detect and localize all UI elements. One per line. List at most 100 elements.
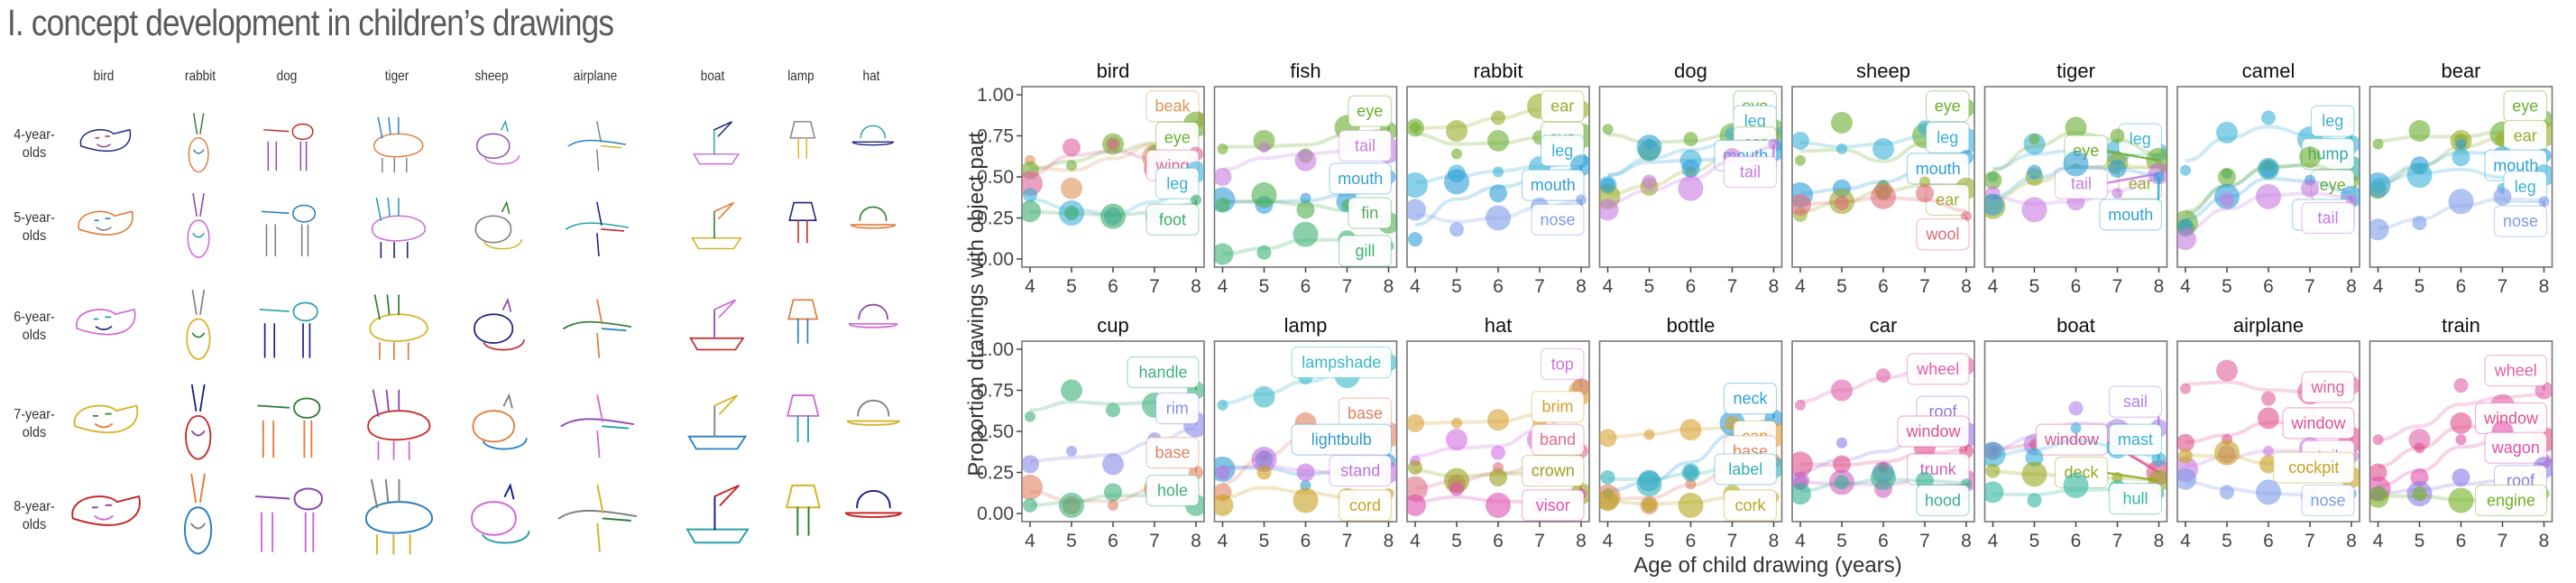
drawing-hat-age-8: [844, 489, 902, 518]
x-tick-label: 5: [2222, 276, 2232, 297]
part-label-band: band: [1540, 430, 1576, 449]
y-tick-label: 0.75: [977, 126, 1014, 147]
facet-title: boat: [2056, 314, 2095, 337]
part-label-eye: eye: [1164, 128, 1191, 146]
x-tick-label: 4: [2373, 531, 2384, 551]
facet-lamp: lamp 4 5 6 7 8 lampshade base lightbulb stand cord: [1213, 314, 1398, 551]
column-label-rabbit: rabbit: [184, 69, 216, 84]
figure-title: I. concept development in children’s dra…: [7, 2, 614, 43]
part-label-box: [1145, 437, 1200, 469]
part-label-window: window: [1905, 422, 1961, 440]
drawing-stroke: [73, 404, 139, 434]
drawing-stroke: [262, 420, 313, 458]
drawing-tiger-age-4: [373, 116, 424, 173]
drawing-stroke: [472, 410, 515, 443]
data-point-stand: [1251, 446, 1277, 472]
part-label-box: [2484, 431, 2548, 464]
drawing-stroke: [596, 394, 603, 458]
facet-title: bird: [1097, 60, 1130, 82]
x-tick-label: 4: [1988, 276, 1999, 297]
drawing-stroke: [501, 297, 512, 312]
data-point-wagon: [2410, 467, 2429, 486]
drawing-stroke: [254, 487, 324, 511]
part-label-tail: tail: [2317, 209, 2338, 227]
drawing-stroke: [376, 533, 411, 555]
drawing-stroke: [797, 137, 808, 160]
drawing-stroke: [97, 143, 111, 148]
facet-fish: fish 4 5 6 7 8 eye tail mouth fin gill: [1213, 60, 1398, 297]
x-tick-label: 7: [1534, 276, 1545, 297]
x-tick-label: 4: [2180, 276, 2191, 297]
x-tick-label: 5: [1836, 276, 1847, 297]
drawing-airplane-age-4: [567, 121, 627, 171]
x-tick-label: 5: [2222, 531, 2232, 551]
facet-rabbit: rabbit45678eareyelegmouthnose: [1406, 60, 1590, 297]
part-label-box: [1338, 129, 1393, 162]
drawing-stroke: [797, 219, 808, 244]
x-tick-label: 6: [1493, 276, 1504, 297]
data-point-mouth: [1636, 134, 1662, 161]
x-tick-label: 4: [1218, 276, 1228, 297]
part-label-box: [1145, 90, 1200, 123]
facet-title: bear: [2441, 60, 2480, 82]
x-tick-label: 7: [1342, 276, 1353, 297]
panel-data: lampshade base lightbulb stand cord: [1214, 346, 1397, 522]
drawing-stroke: [693, 153, 741, 165]
facet-title: sheep: [1856, 60, 1910, 82]
part-label-ear: ear: [2514, 127, 2537, 145]
data-point-handle: [1106, 403, 1120, 418]
label-leader: [2103, 149, 2159, 162]
facet-bear: bear 4 5 6 7 8 eye ear mouth leg nose: [2369, 60, 2553, 297]
part-label-box: [1291, 346, 1393, 379]
facet-title: hat: [1485, 314, 1513, 337]
drawing-sheep-age-4: [476, 119, 520, 165]
drawing-stroke: [851, 141, 895, 146]
drawing-stroke: [257, 397, 321, 419]
drawing-sheep-age-7: [472, 393, 528, 450]
panel-data: eye tail mouth fin gill: [1214, 95, 1397, 267]
data-point-hole: [1023, 497, 1037, 513]
x-tick-label: 6: [1686, 276, 1697, 297]
part-label-hood: hood: [1925, 491, 1961, 509]
drawing-stroke: [91, 504, 113, 509]
part-label-wool: wool: [1925, 226, 1959, 244]
data-point-nose: [1486, 205, 1511, 231]
x-tick-label: 8: [2539, 531, 2550, 551]
data-point-base: [1022, 474, 1043, 500]
part-label-lightbulb: lightbulb: [1311, 430, 1372, 449]
data-point-wing: [1108, 138, 1118, 150]
drawing-stroke: [560, 418, 635, 428]
drawing-stroke: [483, 238, 523, 250]
drawing-hat-age-7: [846, 400, 900, 426]
part-label-gill: gill: [1355, 242, 1375, 260]
part-label-window: window: [2290, 414, 2346, 432]
data-point-wool: [1871, 183, 1896, 209]
x-tick-label: 8: [1191, 531, 1201, 551]
data-point-tail: [1214, 168, 1232, 186]
part-label-top: top: [1551, 355, 1574, 373]
drawing-airplane-age-6: [563, 299, 632, 358]
x-tick-label: 5: [1644, 531, 1655, 551]
data-point-nose: [2256, 479, 2281, 505]
drawing-stroke: [78, 210, 133, 236]
x-tick-label: 6: [1108, 531, 1118, 551]
part-label-base: base: [1348, 404, 1383, 422]
data-point-wing: [2180, 383, 2191, 394]
data-point-leg: [2261, 110, 2276, 125]
drawing-stroke: [474, 313, 514, 344]
part-label-window: window: [2044, 430, 2100, 449]
data-point-foot: [1100, 203, 1126, 229]
part-label-box: [2503, 171, 2548, 203]
part-label-box: [1521, 455, 1585, 487]
drawing-stroke: [193, 113, 205, 135]
drawing-boat-age-4: [693, 121, 741, 165]
drawing-stroke: [370, 478, 400, 509]
data-point-sail: [2068, 401, 2084, 416]
data-point-nose: [1449, 222, 1464, 237]
part-label-box: [1155, 167, 1200, 199]
drawing-stroke: [193, 149, 205, 154]
x-tick-label: 8: [1384, 276, 1394, 297]
row-label-age-5: 5-year-olds: [14, 210, 55, 244]
x-tick-label: 4: [1795, 276, 1806, 297]
data-point-gill: [1293, 221, 1319, 247]
